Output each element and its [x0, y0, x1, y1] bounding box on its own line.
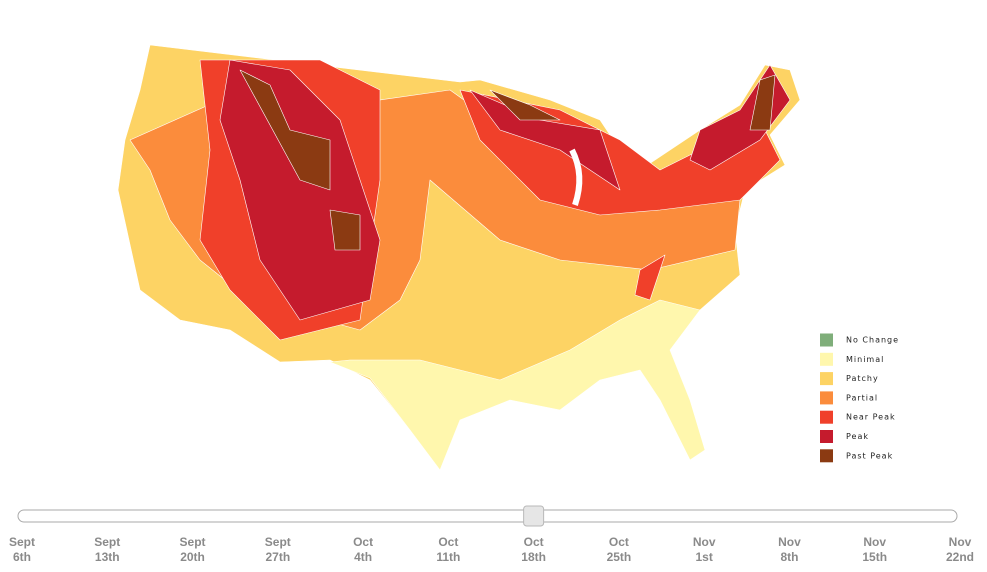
map-regions — [117, 44, 801, 471]
legend-swatch — [820, 352, 833, 366]
legend-label: Patchy — [846, 374, 879, 383]
legend-label: Past Peak — [846, 451, 893, 460]
region-minimal — [329, 299, 706, 471]
date-month: Sept — [94, 535, 120, 549]
region-past-peak — [749, 74, 776, 131]
date-day: 1st — [696, 550, 713, 564]
region-peak — [469, 89, 621, 191]
region-past-peak — [329, 209, 361, 251]
date-month: Sept — [265, 535, 291, 549]
region-peak — [219, 59, 381, 321]
date-day: 20th — [180, 550, 205, 564]
slider-track[interactable] — [17, 509, 958, 523]
legend-swatch — [820, 372, 833, 386]
date-month: Oct — [438, 535, 458, 549]
date-day: 4th — [354, 550, 372, 564]
legend-label: Minimal — [846, 355, 884, 364]
date-month: Nov — [949, 535, 972, 549]
legend-label: Near Peak — [846, 413, 896, 422]
legend-swatch — [820, 391, 833, 405]
region-past-peak — [489, 89, 561, 121]
legend-label: Partial — [846, 393, 878, 402]
date-day: 18th — [521, 550, 546, 564]
legend-swatch — [820, 449, 833, 463]
date-month: Oct — [524, 535, 544, 549]
region-near-peak — [634, 254, 666, 301]
date-month: Nov — [693, 535, 716, 549]
date-month: Nov — [778, 535, 801, 549]
date-day: 27th — [265, 550, 290, 564]
date-month: Sept — [9, 535, 35, 549]
date-day: 25th — [607, 550, 632, 564]
legend-label: No Change — [846, 336, 899, 345]
date-month: Sept — [180, 535, 206, 549]
date-day: 22nd — [946, 550, 974, 564]
date-month: Oct — [609, 535, 629, 549]
date-day: 15th — [862, 550, 887, 564]
legend-label: Peak — [846, 432, 869, 441]
date-month: Nov — [863, 535, 886, 549]
region-past-peak — [239, 69, 331, 191]
lake-michigan — [569, 148, 583, 206]
legend: No Change Minimal Patchy Partial Near Peak Pe… — [820, 333, 899, 463]
slider-dates: Sept6thSept13thSept20thSept27thOct4thOct… — [9, 535, 974, 564]
date-day: 6th — [13, 550, 31, 564]
slider-handle[interactable] — [523, 505, 545, 527]
date-day: 13th — [95, 550, 120, 564]
legend-swatch — [820, 333, 833, 347]
date-month: Oct — [353, 535, 373, 549]
legend-swatch — [820, 430, 833, 443]
date-day: 11th — [436, 550, 460, 564]
date-day: 8th — [780, 550, 798, 564]
legend-swatch — [820, 410, 833, 424]
